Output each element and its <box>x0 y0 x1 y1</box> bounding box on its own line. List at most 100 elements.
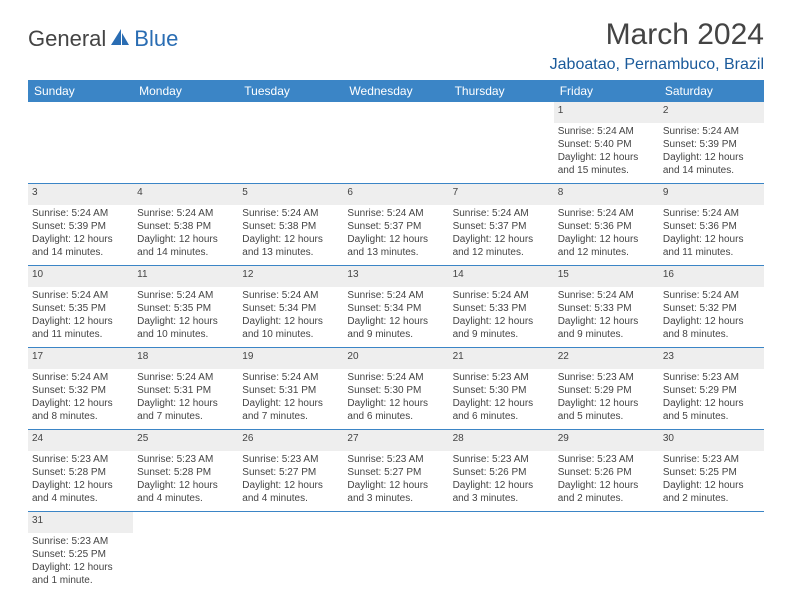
daylight-text: Daylight: 12 hours <box>663 479 760 492</box>
day-number-cell <box>554 512 659 534</box>
sunrise-text: Sunrise: 5:24 AM <box>137 207 234 220</box>
day-content-cell <box>28 123 133 184</box>
day-number-cell: 1 <box>554 102 659 123</box>
daylight-text: Daylight: 12 hours <box>558 151 655 164</box>
day-number-cell: 2 <box>659 102 764 123</box>
sunset-text: Sunset: 5:25 PM <box>663 466 760 479</box>
daylight-text: and 12 minutes. <box>558 246 655 259</box>
day-number-cell: 10 <box>28 266 133 288</box>
logo-text-blue: Blue <box>134 26 178 52</box>
day-number: 25 <box>137 433 148 444</box>
daylight-text: Daylight: 12 hours <box>242 233 339 246</box>
sunset-text: Sunset: 5:34 PM <box>347 302 444 315</box>
daylight-text: and 10 minutes. <box>137 328 234 341</box>
day-content-cell: Sunrise: 5:23 AMSunset: 5:30 PMDaylight:… <box>449 369 554 430</box>
weekday-header: Tuesday <box>238 80 343 102</box>
daylight-text: and 4 minutes. <box>32 492 129 505</box>
sunset-text: Sunset: 5:27 PM <box>242 466 339 479</box>
daylight-text: Daylight: 12 hours <box>32 479 129 492</box>
day-number-cell: 23 <box>659 348 764 370</box>
daylight-text: Daylight: 12 hours <box>137 397 234 410</box>
sunrise-text: Sunrise: 5:24 AM <box>347 289 444 302</box>
day-number: 4 <box>137 187 143 198</box>
day-number-cell <box>449 102 554 123</box>
day-number-cell: 21 <box>449 348 554 370</box>
sunset-text: Sunset: 5:28 PM <box>32 466 129 479</box>
daylight-text: Daylight: 12 hours <box>663 315 760 328</box>
day-number-cell <box>133 512 238 534</box>
daylight-text: and 9 minutes. <box>558 328 655 341</box>
daylight-text: and 11 minutes. <box>663 246 760 259</box>
day-content-cell <box>449 533 554 593</box>
location-label: Jaboatao, Pernambuco, Brazil <box>550 56 764 74</box>
sunset-text: Sunset: 5:39 PM <box>32 220 129 233</box>
day-content-cell: Sunrise: 5:24 AMSunset: 5:31 PMDaylight:… <box>133 369 238 430</box>
day-number-cell: 28 <box>449 430 554 452</box>
daylight-text: and 5 minutes. <box>663 410 760 423</box>
sunrise-text: Sunrise: 5:24 AM <box>347 207 444 220</box>
daylight-text: Daylight: 12 hours <box>453 315 550 328</box>
daylight-text: Daylight: 12 hours <box>242 315 339 328</box>
day-number: 14 <box>453 269 464 280</box>
daylight-text: and 8 minutes. <box>32 410 129 423</box>
day-number: 1 <box>558 105 564 116</box>
daylight-text: Daylight: 12 hours <box>453 233 550 246</box>
sunrise-text: Sunrise: 5:23 AM <box>347 453 444 466</box>
day-content-cell: Sunrise: 5:24 AMSunset: 5:32 PMDaylight:… <box>28 369 133 430</box>
sunrise-text: Sunrise: 5:23 AM <box>558 453 655 466</box>
sunrise-text: Sunrise: 5:23 AM <box>558 371 655 384</box>
weekday-header: Thursday <box>449 80 554 102</box>
day-number: 24 <box>32 433 43 444</box>
sunrise-text: Sunrise: 5:23 AM <box>663 371 760 384</box>
day-number: 9 <box>663 187 669 198</box>
day-number: 5 <box>242 187 248 198</box>
day-content-cell: Sunrise: 5:24 AMSunset: 5:31 PMDaylight:… <box>238 369 343 430</box>
day-content-row: Sunrise: 5:24 AMSunset: 5:39 PMDaylight:… <box>28 205 764 266</box>
day-content-cell: Sunrise: 5:24 AMSunset: 5:38 PMDaylight:… <box>133 205 238 266</box>
day-content-cell <box>133 123 238 184</box>
daylight-text: and 6 minutes. <box>347 410 444 423</box>
daylight-text: Daylight: 12 hours <box>32 315 129 328</box>
day-content-cell: Sunrise: 5:23 AMSunset: 5:28 PMDaylight:… <box>133 451 238 512</box>
daylight-text: and 13 minutes. <box>347 246 444 259</box>
daylight-text: Daylight: 12 hours <box>663 397 760 410</box>
daylight-text: Daylight: 12 hours <box>137 315 234 328</box>
day-number-row: 12 <box>28 102 764 123</box>
day-content-cell: Sunrise: 5:23 AMSunset: 5:27 PMDaylight:… <box>238 451 343 512</box>
daylight-text: and 14 minutes. <box>32 246 129 259</box>
day-number: 26 <box>242 433 253 444</box>
day-number-cell: 6 <box>343 184 448 206</box>
day-number: 20 <box>347 351 358 362</box>
sunset-text: Sunset: 5:30 PM <box>453 384 550 397</box>
daylight-text: Daylight: 12 hours <box>663 151 760 164</box>
sunset-text: Sunset: 5:33 PM <box>453 302 550 315</box>
sunrise-text: Sunrise: 5:24 AM <box>558 289 655 302</box>
day-content-cell: Sunrise: 5:23 AMSunset: 5:25 PMDaylight:… <box>659 451 764 512</box>
day-content-cell: Sunrise: 5:24 AMSunset: 5:37 PMDaylight:… <box>449 205 554 266</box>
day-number-cell: 17 <box>28 348 133 370</box>
sunrise-text: Sunrise: 5:23 AM <box>453 453 550 466</box>
sunset-text: Sunset: 5:32 PM <box>663 302 760 315</box>
day-number-cell <box>343 512 448 534</box>
sunset-text: Sunset: 5:30 PM <box>347 384 444 397</box>
daylight-text: and 2 minutes. <box>663 492 760 505</box>
sunrise-text: Sunrise: 5:24 AM <box>32 207 129 220</box>
daylight-text: and 8 minutes. <box>663 328 760 341</box>
day-content-cell: Sunrise: 5:24 AMSunset: 5:36 PMDaylight:… <box>659 205 764 266</box>
day-number-cell <box>28 102 133 123</box>
day-number: 16 <box>663 269 674 280</box>
day-number-cell: 9 <box>659 184 764 206</box>
day-number: 8 <box>558 187 564 198</box>
daylight-text: Daylight: 12 hours <box>32 233 129 246</box>
day-content-cell <box>238 533 343 593</box>
sunset-text: Sunset: 5:37 PM <box>453 220 550 233</box>
sunrise-text: Sunrise: 5:24 AM <box>137 371 234 384</box>
day-content-cell: Sunrise: 5:24 AMSunset: 5:32 PMDaylight:… <box>659 287 764 348</box>
sunrise-text: Sunrise: 5:23 AM <box>663 453 760 466</box>
sunset-text: Sunset: 5:31 PM <box>242 384 339 397</box>
sunset-text: Sunset: 5:29 PM <box>558 384 655 397</box>
sunset-text: Sunset: 5:35 PM <box>137 302 234 315</box>
day-number-cell: 20 <box>343 348 448 370</box>
daylight-text: and 9 minutes. <box>453 328 550 341</box>
daylight-text: and 9 minutes. <box>347 328 444 341</box>
